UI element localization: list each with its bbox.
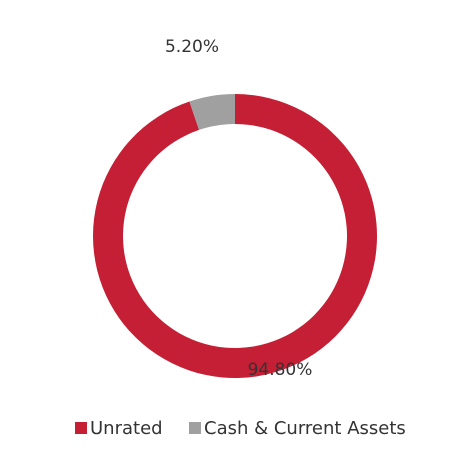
legend-text: Unrated xyxy=(90,418,163,439)
legend-swatch xyxy=(75,422,87,434)
data-label: 5.20% xyxy=(165,37,219,57)
donut-slice xyxy=(189,94,235,130)
data-label: 94.80% xyxy=(248,360,313,380)
legend-text: Cash & Current Assets xyxy=(204,418,406,439)
donut-slice xyxy=(92,94,377,378)
legend-swatch xyxy=(189,422,201,434)
